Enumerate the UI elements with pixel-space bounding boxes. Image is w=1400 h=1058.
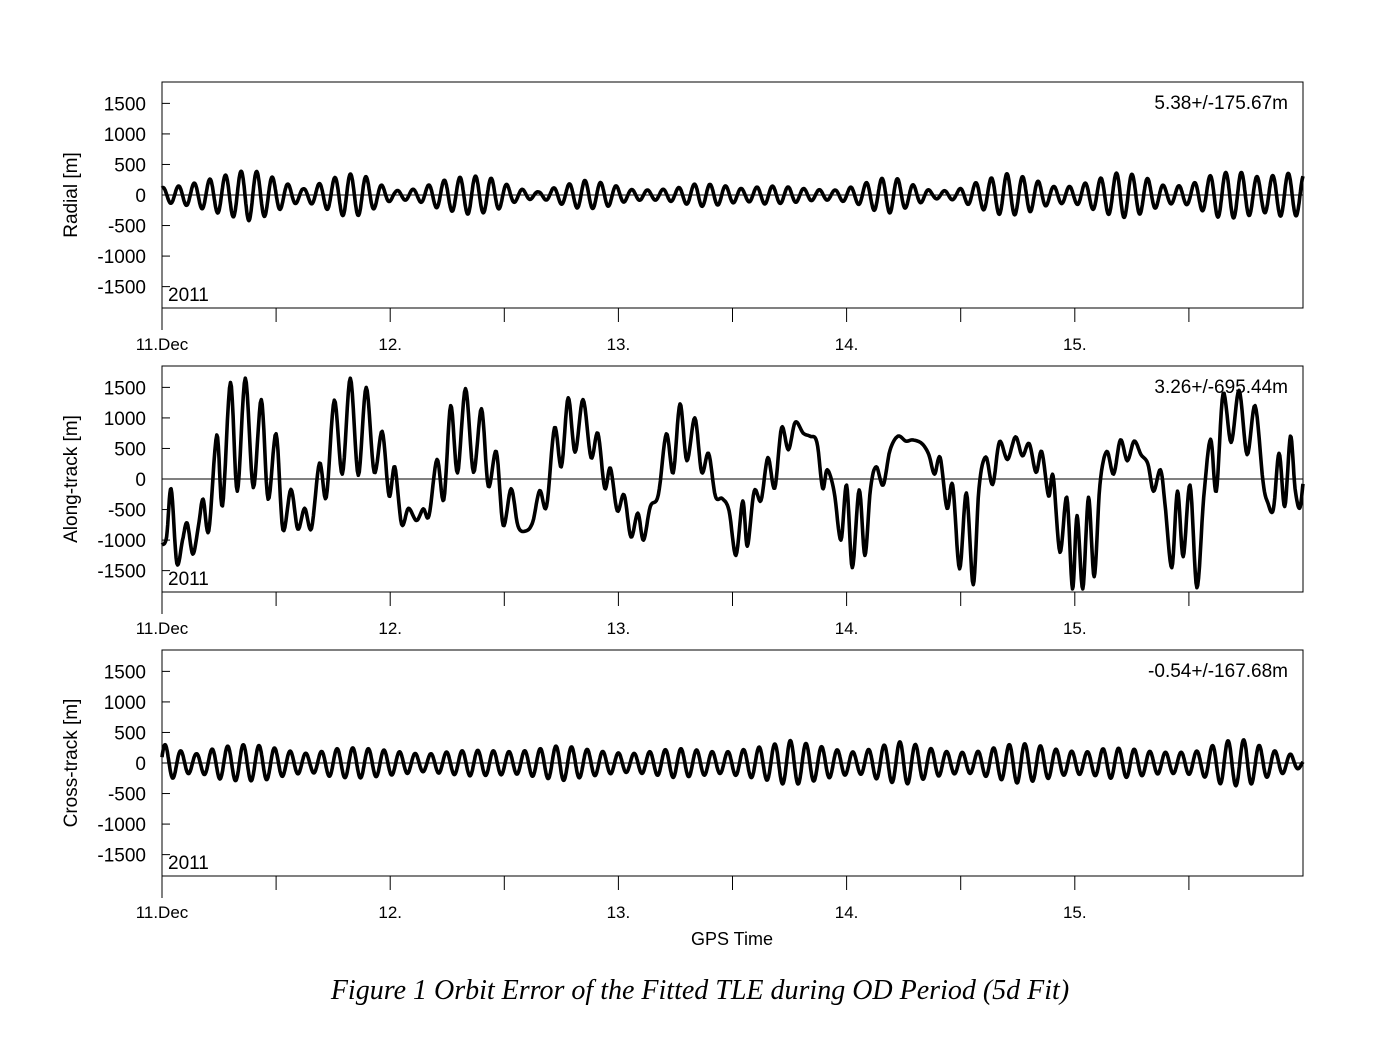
y-tick-label: -1000 xyxy=(97,531,146,552)
x-tick-label: 12. xyxy=(378,903,402,922)
x-tick-label: 15. xyxy=(1063,619,1087,638)
series-line xyxy=(160,738,1305,788)
y-tick-label: -500 xyxy=(108,785,146,806)
y-tick-label: 1000 xyxy=(104,693,146,714)
stats-annotation: 3.26+/-695.44m xyxy=(1154,377,1288,398)
x-tick-label: 11.Dec xyxy=(136,619,189,638)
x-tick-label: 11.Dec xyxy=(136,903,189,922)
x-tick-label: 13. xyxy=(607,335,631,354)
y-tick-label: 500 xyxy=(114,723,146,744)
y-tick-label: 0 xyxy=(135,470,146,491)
x-tick-label: 11.Dec xyxy=(136,335,189,354)
x-tick-label: 12. xyxy=(378,335,402,354)
x-tick-label: 12. xyxy=(378,619,402,638)
year-label: 2011 xyxy=(168,569,209,590)
figure-caption: Figure 1 Orbit Error of the Fitted TLE d… xyxy=(330,975,1070,1006)
x-tick-label: 13. xyxy=(607,619,631,638)
y-axis-label: Along-track [m] xyxy=(61,415,82,543)
along-track-panel: 1500 1000 500 0 -500 -1000 -1500 11.Dec 12. 13. 14… xyxy=(61,365,1305,638)
y-tick-label: -1000 xyxy=(97,815,146,836)
y-tick-label: 1000 xyxy=(104,125,146,146)
y-tick-label: -1500 xyxy=(97,562,146,583)
y-tick-label: 500 xyxy=(114,155,146,176)
y-tick-label: 1000 xyxy=(104,409,146,430)
x-tick-label: 14. xyxy=(835,903,859,922)
x-axis-label: GPS Time xyxy=(691,929,773,949)
y-axis-label: Cross-track [m] xyxy=(61,699,82,828)
stats-annotation: -0.54+/-167.68m xyxy=(1148,661,1288,682)
y-tick-label: -500 xyxy=(108,501,146,522)
series-line xyxy=(160,169,1305,223)
x-tick-label: 15. xyxy=(1063,335,1087,354)
series-line xyxy=(160,376,1305,591)
x-tick-label: 14. xyxy=(835,619,859,638)
y-tick-label: 0 xyxy=(135,754,146,775)
cross-track-panel: 1500 1000 500 0 -500 -1000 -1500 11.Dec 12. 13. 14… xyxy=(61,649,1305,922)
year-label: 2011 xyxy=(168,285,209,306)
x-tick-label: 13. xyxy=(607,903,631,922)
y-tick-label: 1500 xyxy=(104,378,146,399)
y-tick-label: -1000 xyxy=(97,247,146,268)
y-tick-label: 1500 xyxy=(104,662,146,683)
y-axis-label: Radial [m] xyxy=(61,152,82,238)
year-label: 2011 xyxy=(168,853,209,874)
radial-panel: 1500 1000 500 0 -500 -1000 -1500 11.Dec 12. 13. 14… xyxy=(61,81,1305,354)
y-tick-label: 0 xyxy=(135,186,146,207)
y-tick-label: 1500 xyxy=(104,94,146,115)
y-tick-label: -500 xyxy=(108,217,146,238)
stats-annotation: 5.38+/-175.67m xyxy=(1154,93,1288,114)
y-tick-label: -1500 xyxy=(97,846,146,867)
y-tick-label: 500 xyxy=(114,439,146,460)
x-tick-label: 15. xyxy=(1063,903,1087,922)
y-tick-label: -1500 xyxy=(97,278,146,299)
x-tick-label: 14. xyxy=(835,335,859,354)
figure: 1500 1000 500 0 -500 -1000 -1500 11.Dec 12. 13. 14… xyxy=(61,81,1305,949)
